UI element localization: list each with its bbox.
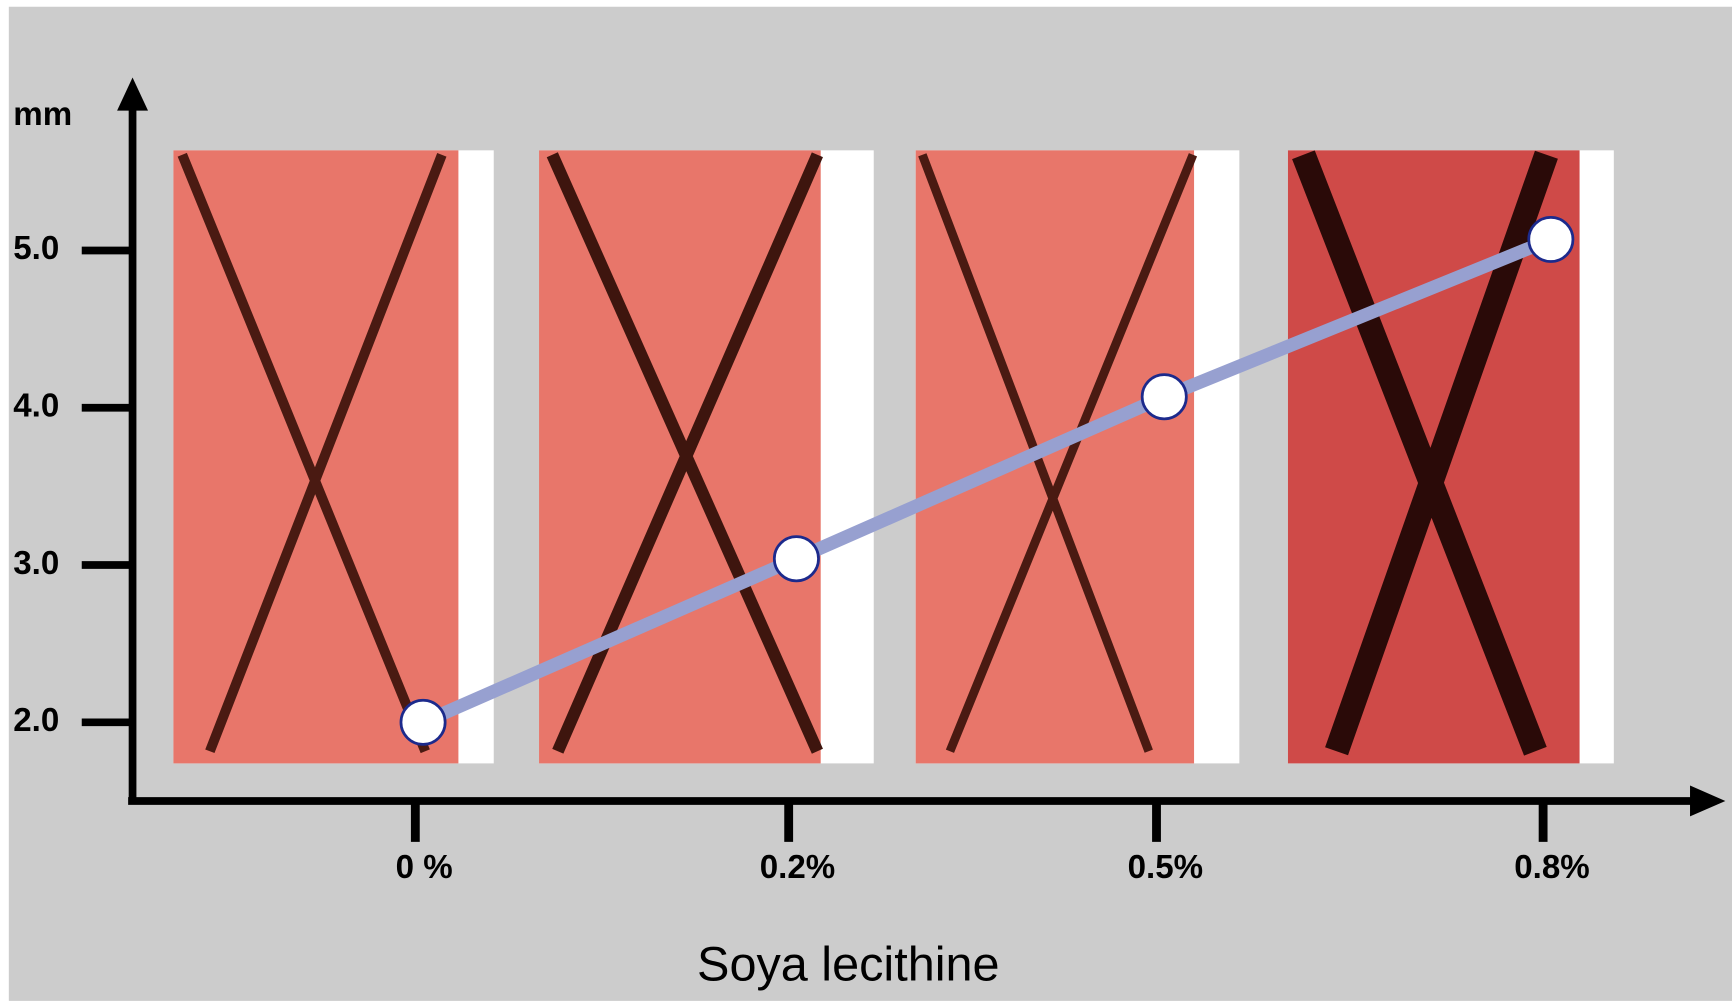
- photo: [539, 150, 874, 763]
- y-tick-label: 4.0: [13, 387, 59, 424]
- marker: [774, 537, 818, 581]
- chart: mm Soya lecithine 2.0 3.0 4.0 5.0 0 % 0.2% 0.5…: [0, 0, 1732, 1001]
- y-axis-label: mm: [13, 96, 72, 133]
- y-tick-label: 2.0: [13, 702, 59, 739]
- photo: [173, 150, 493, 763]
- x-axis-label: Soya lecithine: [697, 938, 1000, 992]
- x-tick-label: 0 %: [396, 849, 453, 886]
- y-tick-label: 3.0: [13, 545, 59, 582]
- marker: [401, 700, 445, 744]
- x-tick-label: 0.5%: [1128, 849, 1204, 886]
- y-tick-label: 5.0: [13, 230, 59, 267]
- marker: [1529, 217, 1573, 261]
- photo: [916, 150, 1240, 763]
- marker: [1142, 375, 1186, 419]
- x-tick-label: 0.8%: [1514, 849, 1590, 886]
- x-tick-label: 0.2%: [760, 849, 836, 886]
